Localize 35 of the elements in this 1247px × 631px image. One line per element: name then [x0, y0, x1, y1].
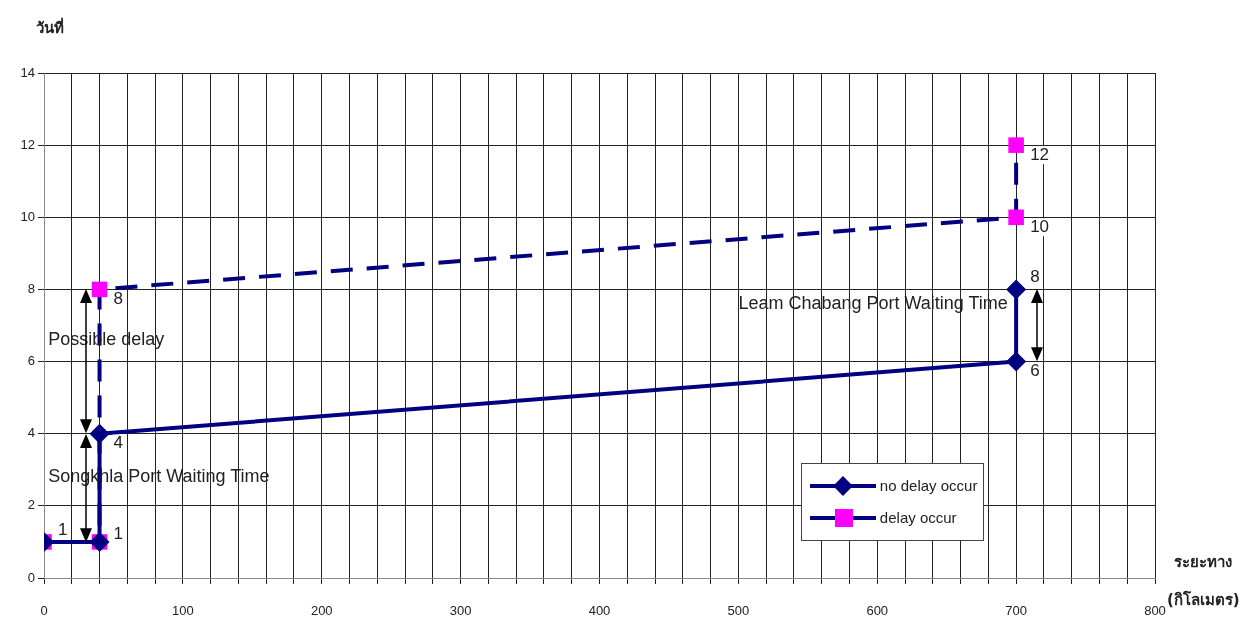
data-label: 1 [113, 523, 124, 543]
y-tick-label: 8 [27, 281, 35, 297]
text: ระยะทาง (กิโลเมตร) [1167, 553, 1240, 609]
y-tick-label: 14 [20, 64, 35, 80]
y-tick-label: 10 [20, 208, 35, 224]
x-tick-label: 0 [40, 603, 48, 619]
legend-label: no delay occur [879, 477, 978, 495]
x-tick-label: 300 [449, 603, 472, 619]
data-label: 1 [58, 519, 68, 539]
point [1008, 209, 1024, 226]
x-tick-label: 100 [172, 603, 194, 619]
x-tick-label: 800 [1144, 603, 1166, 619]
y-tick-label: 0 [27, 569, 35, 585]
y-tick-label: 6 [27, 353, 35, 369]
data-label: 12 [1030, 144, 1050, 164]
x-tick-label: 700 [1005, 603, 1027, 619]
y-tick-label: 12 [20, 136, 35, 152]
x-tick-label: 400 [588, 603, 611, 619]
x-tick-label: 200 [310, 603, 333, 619]
data-label: 8 [1030, 267, 1040, 287]
x-tick-label: 600 [866, 603, 889, 619]
data-label: 10 [1030, 216, 1050, 236]
point [89, 423, 110, 444]
legend-label: delay occur [879, 509, 957, 527]
point [1006, 279, 1027, 300]
data-label: 8 [113, 289, 124, 309]
y-axis-title: วันที่ [36, 16, 64, 39]
point [1008, 137, 1024, 153]
data-label: 4 [113, 433, 124, 453]
x-tick-label: 500 [727, 603, 750, 619]
point [1006, 351, 1027, 372]
point [91, 281, 108, 298]
y-tick-label: 2 [27, 497, 35, 513]
y-tick-label: 4 [27, 425, 35, 441]
data-label: 6 [1030, 361, 1040, 381]
